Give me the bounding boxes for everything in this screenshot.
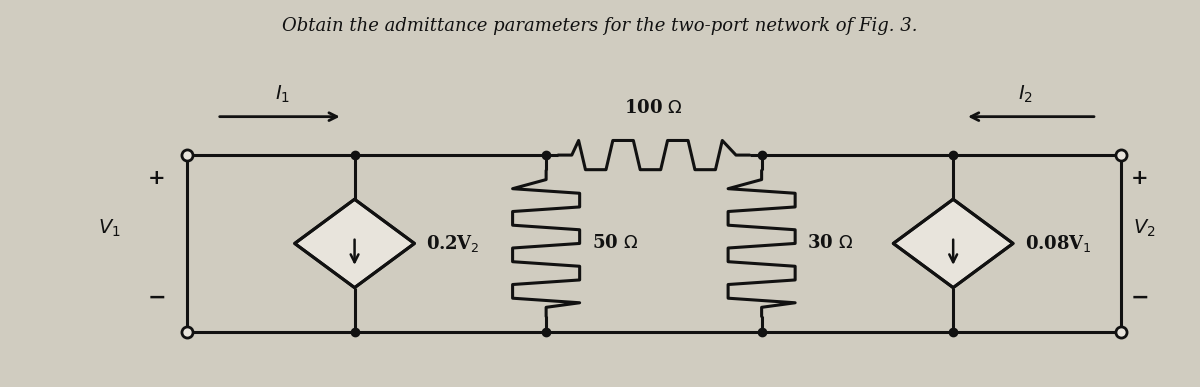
Polygon shape	[295, 199, 414, 288]
Text: $I_2$: $I_2$	[1018, 84, 1032, 105]
Text: 100 $\Omega$: 100 $\Omega$	[624, 99, 683, 116]
Text: −: −	[1130, 286, 1150, 308]
Text: Obtain the admittance parameters for the two-port network of Fig. 3.: Obtain the admittance parameters for the…	[282, 17, 918, 35]
Text: 0.2V$_2$: 0.2V$_2$	[426, 233, 480, 254]
Text: 30 $\Omega$: 30 $\Omega$	[808, 235, 853, 252]
Text: +: +	[149, 168, 166, 188]
Polygon shape	[893, 199, 1013, 288]
Text: −: −	[148, 286, 167, 308]
Text: 0.08V$_1$: 0.08V$_1$	[1025, 233, 1092, 254]
Text: $V_2$: $V_2$	[1133, 217, 1156, 239]
Text: 50 $\Omega$: 50 $\Omega$	[592, 235, 638, 252]
Text: $V_1$: $V_1$	[98, 217, 121, 239]
Text: +: +	[1132, 168, 1148, 188]
Text: $I_1$: $I_1$	[275, 84, 290, 105]
